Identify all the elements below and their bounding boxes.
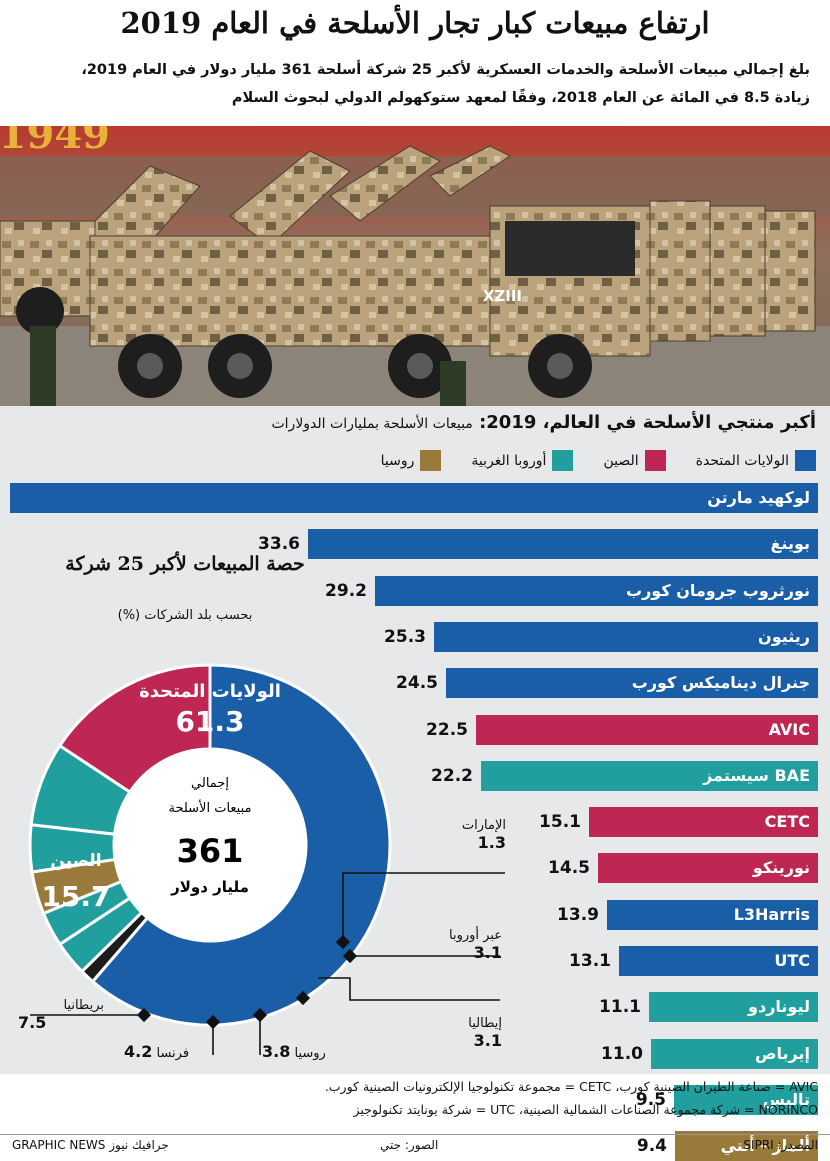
legend-item-russia: روسيا <box>381 450 442 471</box>
annotation-russia: 3.8 روسيا <box>262 1042 326 1061</box>
svg-text:XZIII: XZIII <box>483 287 522 305</box>
subtitle-line-1: بلغ إجمالي مبيعات الأسلحة والخدمات العسك… <box>81 62 810 78</box>
donut-label-china: الصين <box>50 851 101 871</box>
svg-text:1949: 1949 <box>0 126 110 158</box>
annotation-italy: إيطاليا 3.1 <box>468 1016 502 1050</box>
donut-center-label-1: إجمالي <box>191 776 229 791</box>
donut-center-unit: مليار دولار <box>170 878 249 896</box>
donut-label-usa: الولايات المتحدة <box>139 681 281 702</box>
credits-bar: المصدر: SIPRI الصور: جتي GRAPHIC NEWS جر… <box>0 1134 830 1157</box>
subtitle-line-2: زيادة 8.5 في المائة عن العام 2018، وفقًا… <box>231 90 810 106</box>
annotation-transeuro: عبر أوروبا 3.1 <box>448 928 502 962</box>
donut-leader-markers <box>136 934 358 1030</box>
legend-swatch <box>420 450 442 471</box>
donut-value-china: 15.7 <box>41 880 110 913</box>
chart-heading: أكبر منتجي الأسلحة في العالم، 2019: مبيع… <box>271 412 816 433</box>
donut-center-value: 361 <box>177 832 244 870</box>
donut-note: بحسب بلد الشركات (%) <box>117 608 253 623</box>
legend: الولايات المتحدة الصين أوروبا الغربية رو… <box>381 450 816 471</box>
source-credit: المصدر: SIPRI <box>743 1138 818 1152</box>
donut-hole <box>114 749 306 941</box>
donut-leader-lines <box>30 872 505 1055</box>
donut-title: حصة المبيعات لأكبر 25 شركة <box>65 553 305 575</box>
annotation-uk: بريطانيا 7.5 <box>18 998 104 1032</box>
legend-swatch <box>552 450 574 471</box>
photo-credit: الصور: جتي <box>380 1138 439 1152</box>
donut-center-label-2: مبيعات الأسلحة <box>169 799 252 816</box>
annotation-uae: الإمارات 1.3 <box>461 818 506 852</box>
annotation-france: 4.2 فرنسا <box>124 1042 190 1061</box>
parade-photo: 1949 XZIII <box>0 126 830 406</box>
page-title: ارتفاع مبيعات كبار تجار الأسلحة في العام… <box>120 6 710 40</box>
footnote-1: AVIC = صناعة الطيران الصينية كورب، CETC … <box>324 1079 818 1094</box>
legend-item-usa: الولايات المتحدة <box>696 450 816 471</box>
donut-value-usa: 61.3 <box>175 705 244 738</box>
legend-swatch <box>795 450 816 471</box>
legend-swatch <box>644 450 666 471</box>
chart-unit: مبيعات الأسلحة بمليارات الدولارات <box>271 416 473 432</box>
footnote-2: NORINCO = شركة مجموعة الصناعات الشمالية … <box>353 1102 818 1117</box>
legend-item-europe: أوروبا الغربية <box>471 450 574 471</box>
legend-item-china: الصين <box>603 450 666 471</box>
agency-credit: GRAPHIC NEWS جرافيك نيوز <box>12 1138 169 1152</box>
rocket-launcher-trucks-illustration: 1949 XZIII <box>0 126 830 406</box>
